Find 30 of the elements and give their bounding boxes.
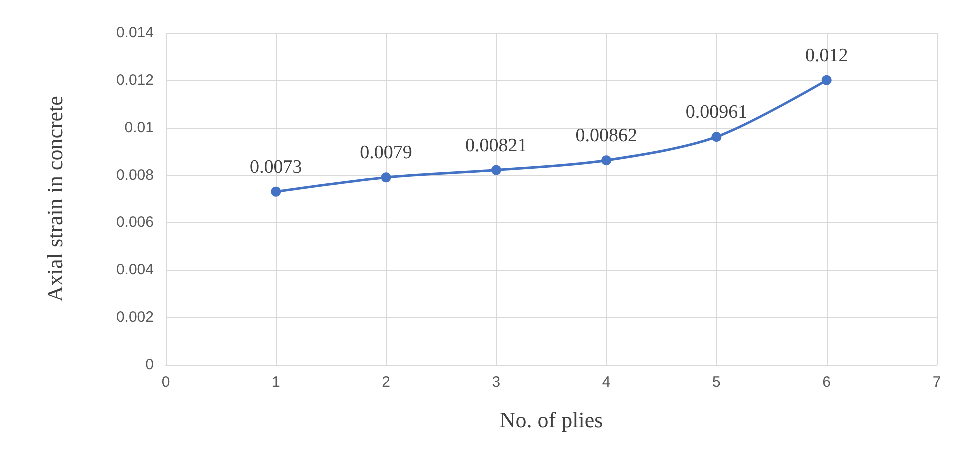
x-tick-label: 6 bbox=[822, 374, 832, 391]
data-label: 0.00961 bbox=[686, 102, 748, 124]
point bbox=[271, 186, 282, 197]
x-tick-label: 2 bbox=[382, 374, 390, 391]
data-label: 0.0073 bbox=[250, 156, 302, 178]
y-tick-label: 0.006 bbox=[116, 214, 154, 232]
x-tick-label: 5 bbox=[712, 374, 721, 391]
y-tick-label: 0 bbox=[146, 356, 154, 374]
y-axis-title: Axial strain in concrete bbox=[42, 96, 68, 302]
point bbox=[381, 172, 392, 183]
x-tick-label: 7 bbox=[932, 374, 942, 391]
data-label: 0.00821 bbox=[466, 135, 528, 156]
x-tick-label: 3 bbox=[492, 374, 501, 391]
data-label: 0.0079 bbox=[360, 142, 412, 164]
y-tick-label: 0.01 bbox=[124, 119, 154, 136]
point bbox=[491, 165, 502, 176]
point bbox=[712, 132, 722, 142]
point bbox=[602, 156, 612, 166]
x-axis-title: No. of plies bbox=[500, 408, 604, 432]
data-label: 0.00862 bbox=[576, 126, 638, 147]
y-tick-label: 0.012 bbox=[116, 72, 154, 89]
point bbox=[822, 75, 832, 86]
data-label: 0.012 bbox=[805, 45, 848, 66]
x-tick-label: 4 bbox=[602, 374, 611, 391]
y-tick-label: 0.014 bbox=[116, 24, 154, 42]
x-tick-label: 1 bbox=[272, 374, 280, 391]
y-tick-label: 0.002 bbox=[116, 309, 154, 326]
x-tick-label: 0 bbox=[162, 374, 170, 391]
y-tick-label: 0.008 bbox=[116, 166, 154, 184]
y-tick-label: 0.004 bbox=[116, 262, 154, 279]
